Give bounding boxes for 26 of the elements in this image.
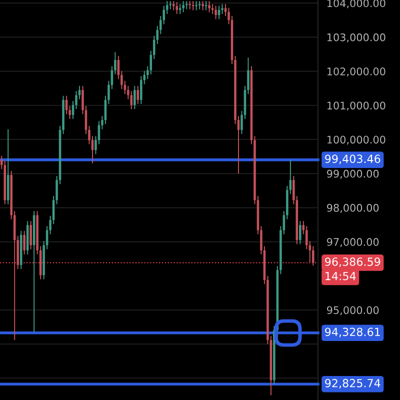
candlestick — [195, 0, 198, 11]
candlestick — [134, 85, 136, 110]
y-tick-label: 102,000.00 — [327, 67, 386, 76]
y-tick-label: 99,000.00 — [326, 170, 379, 179]
candlestick — [202, 0, 204, 11]
candlestick — [182, 0, 184, 13]
y-tick-label: 103,000.00 — [327, 33, 386, 42]
text: 14:54 — [326, 272, 356, 280]
y-tick-label: 101,000.00 — [327, 102, 386, 111]
candlestick — [208, 0, 210, 13]
y-tick-label: 100,000.00 — [327, 136, 386, 145]
candlestick — [23, 230, 26, 255]
ref-line-label: 94,328.61 — [325, 328, 380, 338]
y-tick-label: 97,000.00 — [326, 238, 379, 247]
candlestick — [30, 220, 32, 250]
candlestick — [211, 4, 214, 14]
candlestick — [224, 4, 227, 17]
candlestick — [176, 2, 178, 14]
candlestick — [214, 5, 217, 20]
candlestick — [299, 220, 302, 245]
ref-line-label: 99,403.46 — [325, 154, 380, 164]
ref-line-label: 92,825.74 — [325, 378, 380, 388]
ref-line-label: 96,386.59 — [325, 258, 380, 268]
candlestick — [178, 4, 182, 14]
y-tick-label: 98,000.00 — [326, 204, 379, 213]
y-tick-label: 95,000.00 — [326, 306, 379, 316]
